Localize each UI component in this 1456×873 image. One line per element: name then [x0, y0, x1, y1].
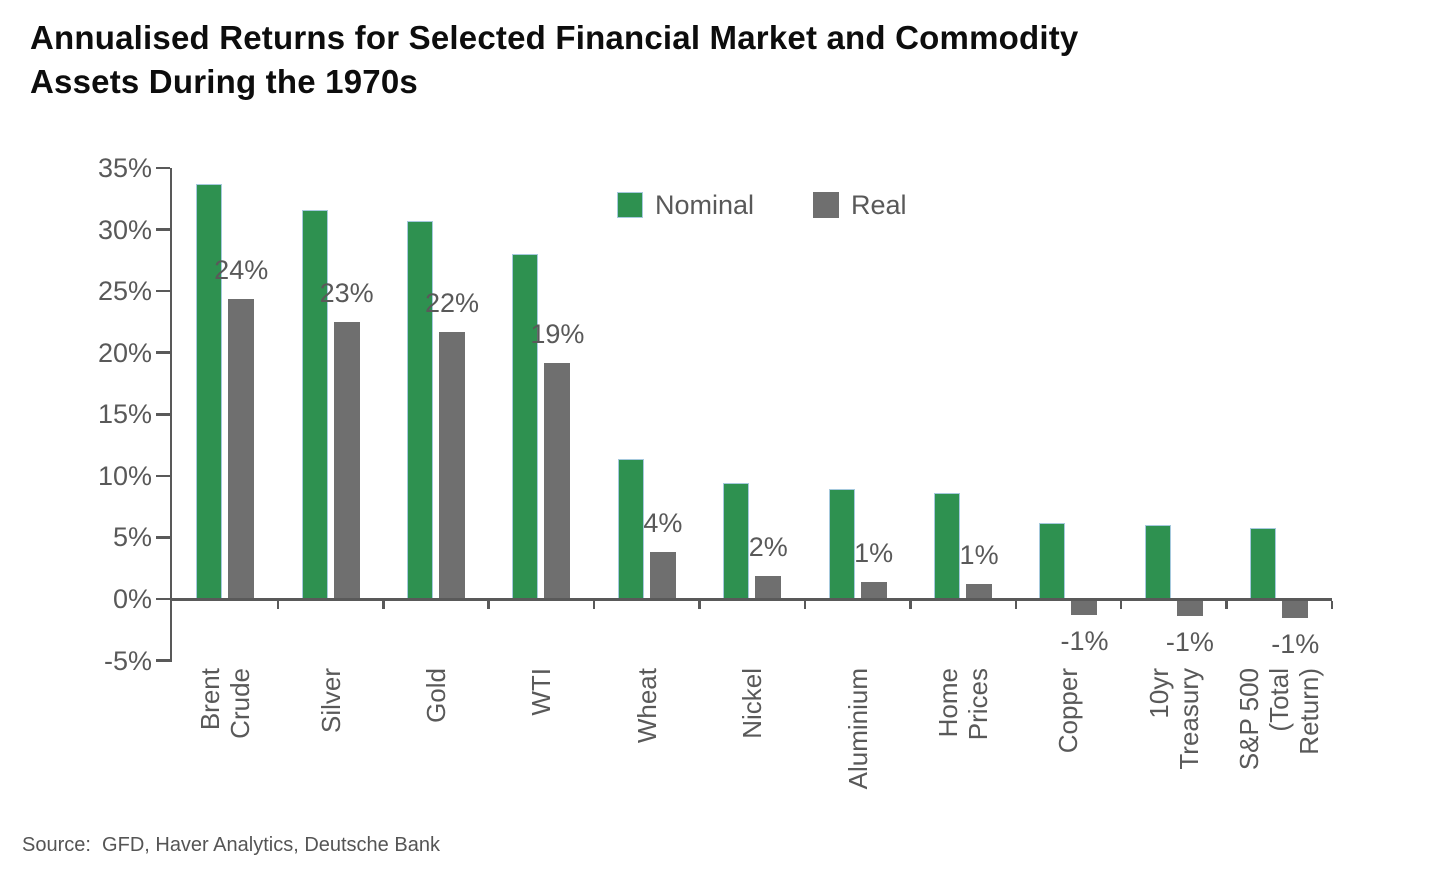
- bar-real-wti: [544, 362, 571, 599]
- source-note: Source: GFD, Haver Analytics, Deutsche B…: [22, 834, 440, 856]
- x-tick-mark: [1225, 601, 1228, 609]
- x-axis-label-text: Brent Crude: [195, 668, 256, 739]
- x-axis-label-text: WTI: [526, 668, 557, 716]
- bar-real-wheat: [649, 552, 676, 599]
- bar-nominal-gold: [407, 220, 434, 599]
- bar-nominal-aluminium: [828, 489, 855, 599]
- x-axis-label-wti: WTI: [526, 668, 556, 716]
- x-axis-label-aluminium: Aluminium: [843, 668, 873, 789]
- bar-value-label-s-p-500-total-return: -1%: [1271, 629, 1320, 660]
- y-tick-label: 0%: [112, 584, 152, 614]
- bar-real-silver: [333, 321, 360, 599]
- y-tick-label: 15%: [97, 399, 152, 430]
- x-tick-mark: [909, 601, 912, 609]
- bar-nominal-home-prices: [934, 493, 961, 599]
- x-axis-label-gold: Gold: [421, 668, 451, 723]
- chart-title: Annualised Returns for Selected Financia…: [30, 19, 1079, 100]
- bar-value-label-nickel: 2%: [748, 531, 788, 562]
- bar-nominal-wti: [512, 254, 539, 599]
- x-axis-label-copper: Copper: [1053, 668, 1083, 753]
- x-axis-line: [169, 597, 1332, 601]
- bar-real-aluminium: [860, 581, 887, 599]
- y-axis-line: [169, 168, 172, 662]
- bar-value-label-wheat: 4%: [643, 508, 683, 539]
- x-axis-label-text: Copper: [1053, 668, 1084, 754]
- legend-swatch-nominal: [617, 192, 643, 218]
- bar-value-label-brent-crude: 24%: [214, 254, 269, 285]
- bar-value-label-10yr-treasury: -1%: [1165, 626, 1214, 657]
- bar-value-label-silver: 23%: [319, 277, 374, 308]
- legend-swatch-real: [813, 192, 839, 218]
- y-tick-label: 20%: [97, 337, 152, 368]
- x-tick-mark: [592, 601, 596, 609]
- x-tick-mark: [1330, 601, 1334, 609]
- y-tick-label: 10%: [97, 460, 152, 491]
- bar-real-brent-crude: [228, 298, 255, 599]
- y-tick-mark: [156, 597, 170, 601]
- x-tick-mark: [382, 601, 385, 609]
- bar-real-s-p-500-total-return: [1282, 601, 1309, 619]
- x-axis-label-10yr-treasury: 10yr Treasury: [1144, 668, 1204, 770]
- x-axis-label-s-p-500-total-return: S&P 500 (Total Return): [1234, 668, 1324, 770]
- y-tick-label: 25%: [97, 276, 152, 307]
- bar-real-gold: [439, 331, 466, 599]
- bar-nominal-brent-crude: [196, 184, 223, 599]
- bar-nominal-copper: [1039, 522, 1066, 599]
- bar-value-label-home-prices: 1%: [959, 540, 999, 571]
- x-axis-label-silver: Silver: [316, 668, 346, 733]
- x-axis-label-text: Gold: [421, 668, 452, 723]
- bar-value-label-wti: 19%: [530, 318, 585, 349]
- x-tick-mark: [698, 601, 701, 609]
- x-tick-mark: [803, 601, 807, 609]
- x-tick-mark: [1119, 601, 1123, 609]
- bar-real-copper: [1071, 601, 1098, 615]
- y-tick-mark: [156, 289, 170, 293]
- x-axis-label-text: S&P 500 (Total Return): [1234, 668, 1325, 771]
- x-axis-label-text: Home Prices: [933, 668, 994, 741]
- y-tick-label: 30%: [97, 214, 152, 245]
- y-tick-label: 35%: [97, 153, 152, 183]
- bar-real-10yr-treasury: [1176, 601, 1203, 616]
- x-axis-label-text: Nickel: [737, 668, 768, 739]
- x-axis-label-text: Aluminium: [842, 668, 873, 790]
- bar-nominal-10yr-treasury: [1144, 525, 1171, 599]
- x-axis-label-brent-crude: Brent Crude: [195, 668, 255, 739]
- y-tick-mark: [156, 474, 170, 478]
- y-tick-mark: [156, 228, 170, 231]
- y-tick-mark: [156, 659, 170, 662]
- legend-label-nominal: Nominal: [655, 190, 755, 220]
- x-axis-label-text: Wheat: [631, 668, 662, 744]
- x-axis-label-wheat: Wheat: [632, 668, 662, 743]
- x-tick-mark: [1014, 601, 1018, 609]
- y-tick-mark: [156, 166, 170, 170]
- y-tick-mark: [156, 351, 170, 354]
- bar-value-label-copper: -1%: [1060, 625, 1109, 656]
- bar-nominal-wheat: [617, 458, 644, 599]
- bar-real-home-prices: [966, 584, 993, 599]
- bar-nominal-s-p-500-total-return: [1250, 527, 1277, 599]
- y-tick-label: 5%: [112, 522, 152, 553]
- x-axis-label-home-prices: Home Prices: [933, 668, 993, 740]
- bar-nominal-silver: [301, 209, 328, 599]
- y-tick-label: -5%: [103, 645, 152, 676]
- bar-value-label-aluminium: 1%: [854, 537, 894, 568]
- y-tick-mark: [156, 536, 170, 539]
- bar-value-label-gold: 22%: [424, 287, 480, 318]
- bar-nominal-nickel: [723, 483, 750, 599]
- x-axis-label-text: 10yr Treasury: [1143, 668, 1204, 770]
- bar-real-nickel: [755, 575, 782, 599]
- legend-label-real: Real: [851, 190, 907, 220]
- y-tick-mark: [156, 413, 170, 416]
- x-axis-label-nickel: Nickel: [737, 668, 767, 739]
- x-tick-mark: [487, 601, 490, 609]
- x-axis-label-text: Silver: [315, 668, 346, 734]
- x-tick-mark: [276, 601, 280, 609]
